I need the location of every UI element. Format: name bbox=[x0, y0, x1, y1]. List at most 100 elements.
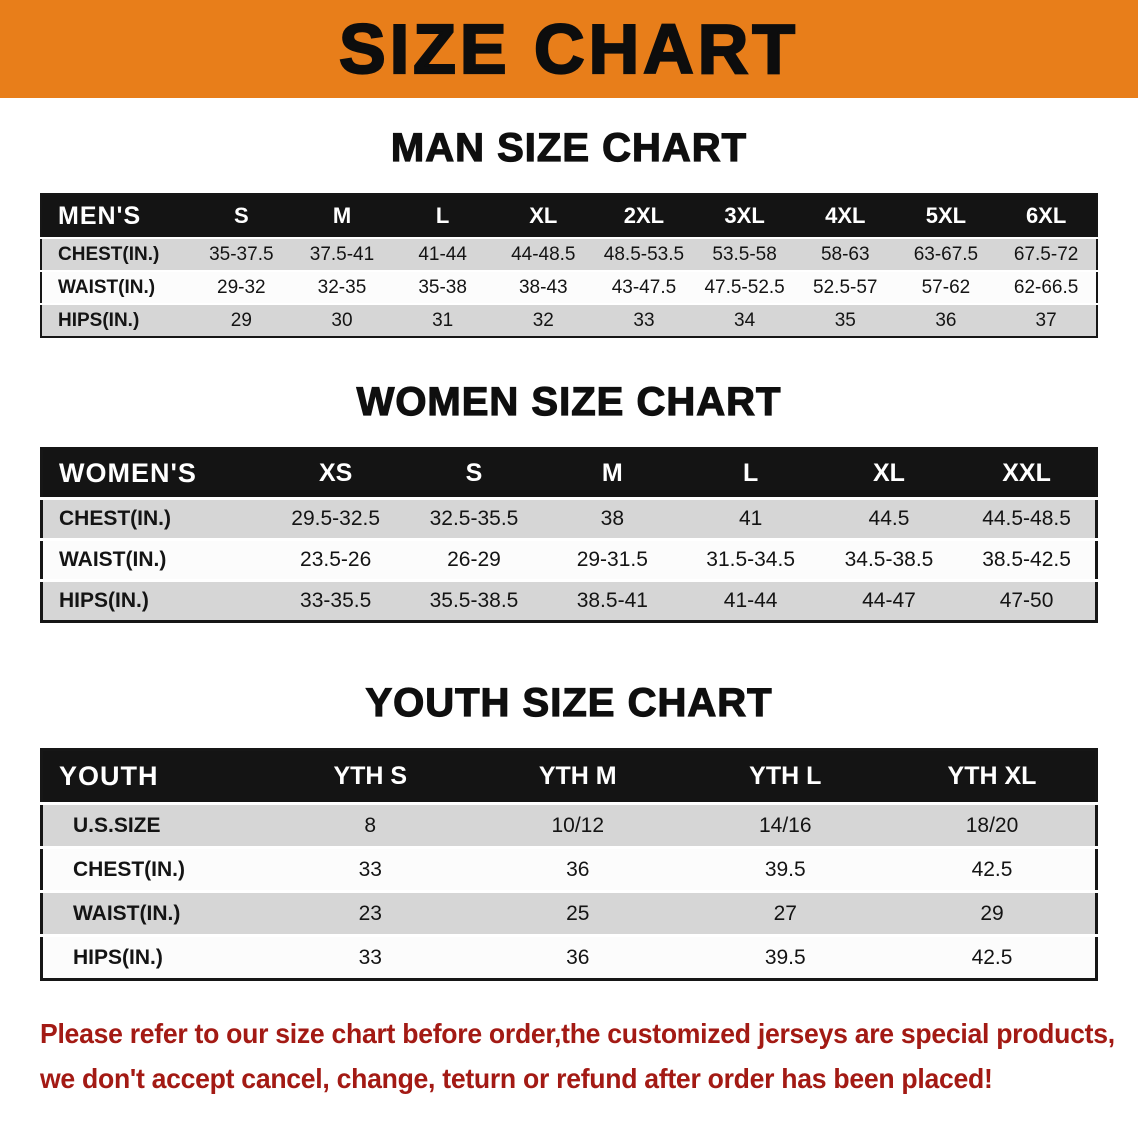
size-column-header: M bbox=[332, 203, 352, 228]
table-row: U.S.SIZE 8 10/12 14/16 18/20 bbox=[41, 803, 1097, 848]
value-cell: 29-32 bbox=[217, 276, 266, 298]
value-cell: 31.5-34.5 bbox=[706, 548, 796, 571]
value-cell: 32-35 bbox=[317, 276, 367, 298]
row-label-cell: WAIST(IN.) bbox=[59, 548, 167, 571]
size-column-header: 2XL bbox=[623, 203, 665, 228]
value-cell: 29 bbox=[980, 901, 1004, 925]
table-row: WAIST(IN.) 23.5-26 26-29 29-31.5 31.5-34.5 34… bbox=[41, 539, 1097, 581]
sections-container: MAN SIZE CHART MEN'S S M L XL 2XL 3XL 4XL 5XL 6XL C… bbox=[0, 125, 1138, 981]
value-cell: 33 bbox=[633, 309, 655, 331]
size-column-header: L bbox=[435, 203, 450, 228]
size-column-header: XL bbox=[873, 459, 905, 487]
value-cell: 35 bbox=[834, 309, 856, 331]
value-cell: 38.5-42.5 bbox=[982, 548, 1071, 571]
table-row: CHEST(IN.) 33 36 39.5 42.5 bbox=[41, 847, 1097, 892]
section-heading: WOMEN SIZE CHART bbox=[356, 379, 782, 424]
size-column-header: M bbox=[601, 459, 623, 487]
value-cell: 38 bbox=[600, 507, 624, 530]
size-table: YOUTH YTH S YTH M YTH L YTH XL U.S.SIZE 8 10/12… bbox=[40, 748, 1098, 981]
value-cell: 29-31.5 bbox=[576, 548, 648, 571]
value-cell: 62-66.5 bbox=[1013, 276, 1079, 298]
value-cell: 34.5-38.5 bbox=[844, 548, 934, 571]
value-cell: 47-50 bbox=[999, 589, 1054, 612]
value-cell: 38-43 bbox=[518, 276, 568, 298]
value-cell: 36 bbox=[566, 945, 590, 969]
size-column-header: XXL bbox=[1002, 459, 1051, 487]
banner: SIZE CHART bbox=[0, 0, 1138, 98]
value-cell: 36 bbox=[566, 857, 590, 881]
size-table: MEN'S S M L XL 2XL 3XL 4XL 5XL 6XL CHEST(IN.) 35-37… bbox=[40, 193, 1098, 338]
table-header-row: WOMEN'S XS S M L XL XXL bbox=[41, 448, 1097, 499]
value-cell: 32.5-35.5 bbox=[429, 507, 519, 530]
size-column-header: 6XL bbox=[1025, 203, 1067, 228]
table-row: WAIST(IN.) 29-32 32-35 35-38 38-43 43-47.5 47.… bbox=[41, 271, 1097, 304]
value-cell: 29.5-32.5 bbox=[291, 507, 381, 530]
table-title-cell: WOMEN'S bbox=[59, 458, 197, 488]
size-column-header: 5XL bbox=[925, 203, 967, 228]
value-cell: 35-37.5 bbox=[209, 243, 274, 265]
value-cell: 34 bbox=[734, 309, 756, 331]
size-column-header: L bbox=[743, 459, 759, 487]
section-heading: MAN SIZE CHART bbox=[390, 125, 748, 170]
value-cell: 58-63 bbox=[820, 243, 870, 265]
notice-line-1: Please refer to our size chart before or… bbox=[40, 1018, 1115, 1049]
value-cell: 18/20 bbox=[965, 813, 1019, 837]
value-cell: 42.5 bbox=[971, 945, 1013, 969]
size-column-header: 4XL bbox=[825, 203, 866, 228]
value-cell: 57-62 bbox=[921, 276, 971, 298]
size-table: WOMEN'S XS S M L XL XXL CHEST(IN.) 29.5-32.5 32.5… bbox=[40, 447, 1098, 623]
value-cell: 26-29 bbox=[447, 548, 501, 571]
value-cell: 35.5-38.5 bbox=[429, 589, 519, 612]
value-cell: 38.5-41 bbox=[576, 589, 648, 612]
value-cell: 44-48.5 bbox=[511, 243, 576, 265]
value-cell: 41-44 bbox=[418, 243, 467, 265]
table-row: HIPS(IN.) 33 36 39.5 42.5 bbox=[41, 935, 1097, 980]
value-cell: 33 bbox=[358, 945, 382, 969]
value-cell: 41-44 bbox=[723, 589, 778, 612]
footer-notice: Please refer to our size chart before or… bbox=[40, 1011, 1138, 1101]
value-cell: 14/16 bbox=[758, 813, 812, 837]
value-cell: 23 bbox=[358, 901, 382, 925]
table-row: CHEST(IN.) 29.5-32.5 32.5-35.5 38 41 44.5 44.5… bbox=[41, 498, 1097, 540]
size-chart-section-2: YOUTH SIZE CHART YOUTH YTH S YTH M YTH L YTH … bbox=[0, 680, 1138, 981]
table-header-row: YOUTH YTH S YTH M YTH L YTH XL bbox=[41, 749, 1097, 804]
value-cell: 39.5 bbox=[764, 857, 806, 881]
value-cell: 47.5-52.5 bbox=[704, 276, 785, 298]
row-label-cell: WAIST(IN.) bbox=[73, 901, 181, 925]
value-cell: 23.5-26 bbox=[300, 548, 372, 571]
size-column-header: YTH M bbox=[538, 762, 617, 790]
table-row: CHEST(IN.) 35-37.5 37.5-41 41-44 44-48.5 48.5… bbox=[41, 238, 1097, 271]
size-column-header: XL bbox=[529, 203, 558, 228]
value-cell: 30 bbox=[331, 309, 353, 331]
value-cell: 44.5-48.5 bbox=[982, 507, 1071, 530]
row-label-cell: HIPS(IN.) bbox=[58, 309, 140, 331]
size-column-header: YTH XL bbox=[947, 762, 1037, 790]
row-label-cell: CHEST(IN.) bbox=[58, 243, 160, 265]
value-cell: 67.5-72 bbox=[1013, 243, 1079, 265]
value-cell: 44.5 bbox=[868, 507, 910, 530]
row-label-cell: HIPS(IN.) bbox=[59, 589, 149, 612]
value-cell: 33-35.5 bbox=[300, 589, 372, 612]
page-title: SIZE CHART bbox=[338, 9, 799, 89]
size-column-header: XS bbox=[318, 459, 353, 487]
size-column-header: YTH L bbox=[749, 762, 822, 790]
row-label-cell: CHEST(IN.) bbox=[59, 507, 171, 530]
row-label-cell: WAIST(IN.) bbox=[58, 276, 156, 298]
row-label-cell: U.S.SIZE bbox=[73, 813, 161, 837]
table-title-cell: YOUTH bbox=[59, 761, 159, 791]
table-row: HIPS(IN.) 33-35.5 35.5-38.5 38.5-41 41-44 44-… bbox=[41, 580, 1097, 622]
value-cell: 39.5 bbox=[764, 945, 806, 969]
table-row: HIPS(IN.) 29 30 31 32 33 34 35 36 37 bbox=[41, 304, 1097, 337]
table-header-row: MEN'S S M L XL 2XL 3XL 4XL 5XL 6XL bbox=[41, 194, 1097, 238]
value-cell: 43-47.5 bbox=[611, 276, 677, 298]
value-cell: 41 bbox=[738, 507, 763, 530]
size-chart-section-0: MAN SIZE CHART MEN'S S M L XL 2XL 3XL 4XL 5XL 6XL C… bbox=[0, 125, 1138, 338]
size-column-header: S bbox=[465, 459, 483, 487]
row-label-cell: HIPS(IN.) bbox=[73, 945, 163, 969]
value-cell: 52.5-57 bbox=[813, 276, 878, 298]
value-cell: 29 bbox=[230, 309, 252, 331]
size-column-header: S bbox=[233, 203, 249, 228]
value-cell: 36 bbox=[935, 309, 957, 331]
value-cell: 44-47 bbox=[862, 589, 916, 612]
value-cell: 25 bbox=[566, 901, 590, 925]
